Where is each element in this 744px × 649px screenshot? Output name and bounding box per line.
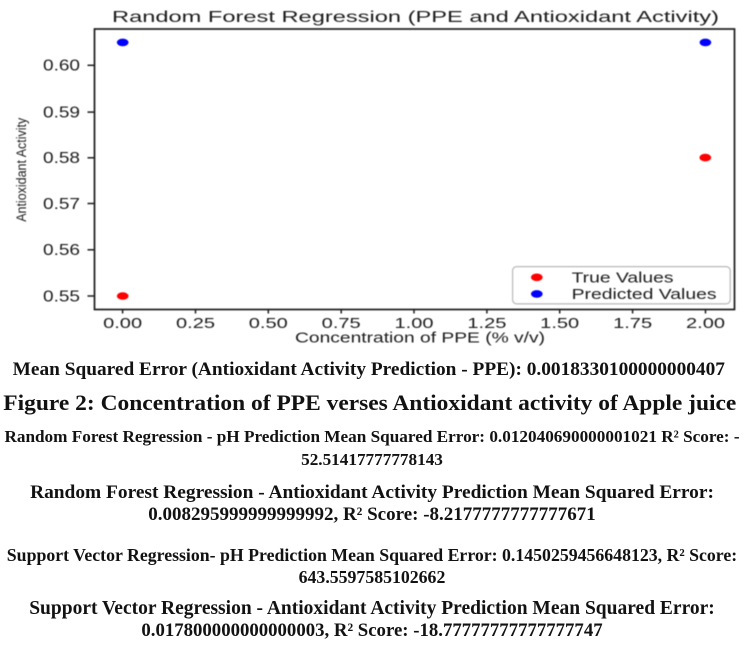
svg-text:True Values: True Values <box>572 269 674 286</box>
svg-text:Antioxidant Activity: Antioxidant Activity <box>14 118 29 222</box>
svg-text:Random Forest Regression (PPE: Random Forest Regression (PPE and Antiox… <box>112 9 719 26</box>
svg-text:0.55: 0.55 <box>43 288 80 305</box>
svg-text:0.59: 0.59 <box>43 104 80 121</box>
svg-text:1.75: 1.75 <box>613 315 652 332</box>
svg-text:0.58: 0.58 <box>43 150 80 167</box>
svg-text:0.00: 0.00 <box>103 315 142 332</box>
svg-text:1.00: 1.00 <box>395 315 434 332</box>
svg-text:0.60: 0.60 <box>43 58 80 75</box>
svg-text:2.00: 2.00 <box>686 315 725 332</box>
svg-text:0.57: 0.57 <box>43 196 80 213</box>
svg-text:1.25: 1.25 <box>467 315 506 332</box>
svg-text:Concentration of PPE (% v/v): Concentration of PPE (% v/v) <box>295 331 545 347</box>
svg-text:1.50: 1.50 <box>540 315 579 332</box>
svg-text:0.25: 0.25 <box>176 315 215 332</box>
svg-text:0.56: 0.56 <box>43 242 80 259</box>
svg-text:0.50: 0.50 <box>249 315 288 332</box>
svg-text:0.75: 0.75 <box>322 315 361 332</box>
svg-text:Predicted Values: Predicted Values <box>572 286 717 303</box>
